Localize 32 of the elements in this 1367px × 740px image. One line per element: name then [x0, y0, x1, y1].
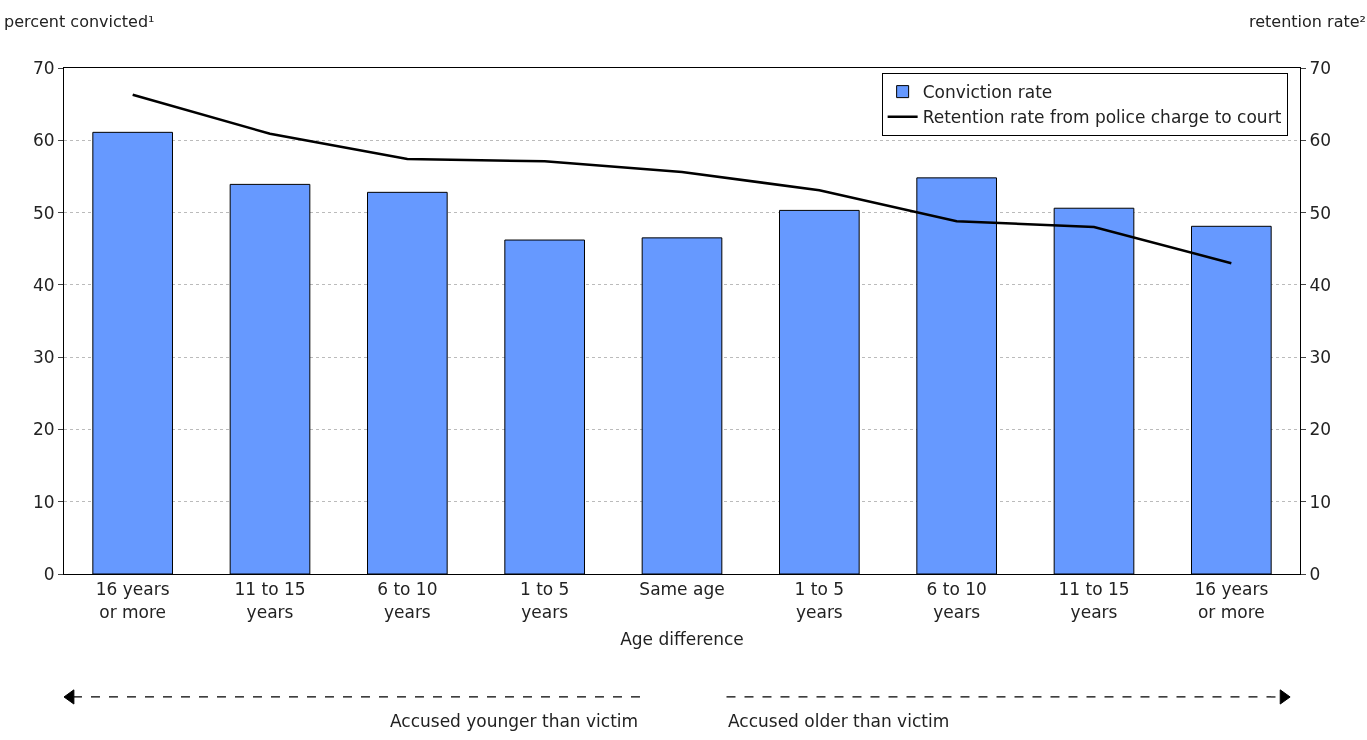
- y2-tick-label: 60: [1309, 130, 1332, 151]
- y-tick-label: 10: [32, 491, 55, 512]
- x-tick-label: 6 to 10 years: [377, 579, 438, 622]
- y-tick-label: 40: [32, 274, 55, 295]
- x-tick-label: 1 to 5 years: [519, 579, 570, 622]
- y-tick-label: 60: [32, 130, 55, 151]
- x-tick-label: 16 years or more: [1194, 579, 1269, 622]
- y2-tick-label: 10: [1309, 491, 1332, 512]
- y-tick-label: 50: [32, 202, 55, 223]
- y2-tick-label: 0: [1309, 563, 1321, 584]
- y-tick-label: 70: [32, 57, 55, 78]
- x-tick-label: 16 years or more: [95, 579, 170, 622]
- x-tick-label: Same age: [639, 579, 725, 600]
- legend-label: Retention rate from police charge to court: [922, 107, 1282, 128]
- y2-tick-label: 70: [1309, 57, 1332, 78]
- x-tick-label: 6 to 10 years: [926, 579, 987, 622]
- x-axis-title: Age difference: [620, 628, 744, 649]
- y2-tick-label: 40: [1309, 274, 1332, 295]
- x-tick-label: 11 to 15 years: [1058, 579, 1130, 622]
- legend-label: Conviction rate: [922, 82, 1053, 103]
- y-tick-label: 30: [32, 347, 55, 368]
- x-tick-label: 1 to 5 years: [794, 579, 845, 622]
- x-tick-label: 11 to 15 years: [234, 579, 306, 622]
- y2-axis-title: retention rate²: [1249, 12, 1366, 31]
- text: Accused older than victim: [728, 711, 950, 731]
- y-tick-label: 20: [32, 419, 55, 440]
- y-axis-title: percent convicted¹: [4, 12, 155, 31]
- y2-tick-label: 30: [1309, 347, 1332, 368]
- y2-tick-label: 50: [1309, 202, 1332, 223]
- y2-tick-label: 20: [1309, 419, 1332, 440]
- y-tick-label: 0: [43, 563, 55, 584]
- text: Accused younger than victim: [390, 711, 639, 731]
